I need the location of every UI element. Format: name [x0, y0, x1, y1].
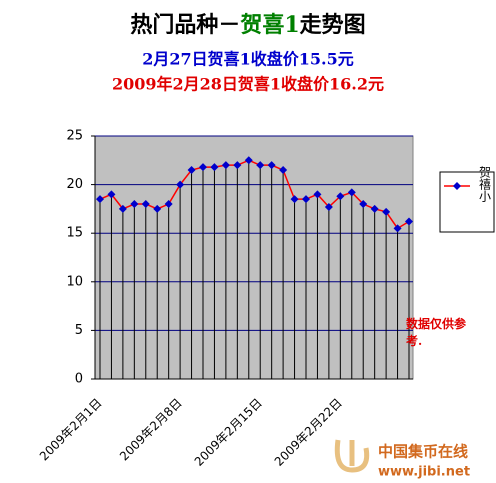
- marker: [267, 161, 276, 170]
- marker: [370, 204, 379, 213]
- marker: [141, 200, 150, 209]
- chart-title: 热门品种－贺喜1走势图: [130, 12, 365, 38]
- watermark-logo: [334, 439, 370, 473]
- marker: [107, 190, 116, 199]
- marker: [199, 163, 207, 172]
- marker: [164, 200, 173, 209]
- marker: [313, 190, 322, 199]
- marker: [302, 195, 310, 204]
- marker: [382, 207, 391, 216]
- subtitle: 2009年2月28日贺喜1收盘价16.2元: [112, 75, 384, 94]
- title-part: 贺喜1: [240, 12, 299, 38]
- marker: [118, 204, 127, 213]
- y-tick-label: 5: [75, 323, 83, 338]
- marker: [176, 180, 185, 189]
- marker: [221, 161, 230, 170]
- line: [99, 159, 410, 230]
- marker: [187, 166, 196, 175]
- x-tick-label: 2009年2月15日: [192, 396, 265, 469]
- y-tick-label: 20: [66, 177, 83, 192]
- watermark-url: www.jibi.net: [378, 465, 470, 480]
- marker: [324, 202, 333, 211]
- title-part: 走势图: [300, 12, 366, 38]
- subtitle: 2月27日贺喜1收盘价15.5元: [142, 50, 354, 69]
- watermark-name: 中国集币在线: [378, 443, 468, 461]
- marker: [279, 166, 288, 175]
- marker: [96, 195, 104, 204]
- title-part: 热门品种－: [130, 12, 240, 38]
- marker: [153, 204, 162, 213]
- legend-label: 贺禧小: [478, 166, 492, 202]
- marker: [210, 163, 219, 172]
- plot-area: [94, 135, 414, 380]
- marker: [393, 224, 402, 233]
- y-tick-label: 25: [66, 129, 83, 144]
- legend-marker: [453, 182, 461, 190]
- annotation: 数据仅供参考.: [406, 317, 467, 348]
- marker: [233, 161, 242, 170]
- legend-box: [439, 171, 495, 233]
- marker: [405, 217, 413, 226]
- x-tick-label: 2009年2月1日: [37, 396, 105, 464]
- y-tick-label: 15: [66, 226, 83, 241]
- x-tick-label: 2009年2月22日: [272, 396, 345, 469]
- marker: [244, 156, 253, 165]
- marker: [256, 161, 265, 170]
- marker: [359, 200, 368, 209]
- y-tick-label: 0: [75, 372, 83, 387]
- marker: [290, 195, 299, 204]
- marker: [130, 200, 139, 209]
- marker: [347, 188, 356, 197]
- x-tick-label: 2009年2月8日: [117, 396, 185, 464]
- marker: [336, 192, 345, 201]
- y-tick-label: 10: [66, 274, 83, 289]
